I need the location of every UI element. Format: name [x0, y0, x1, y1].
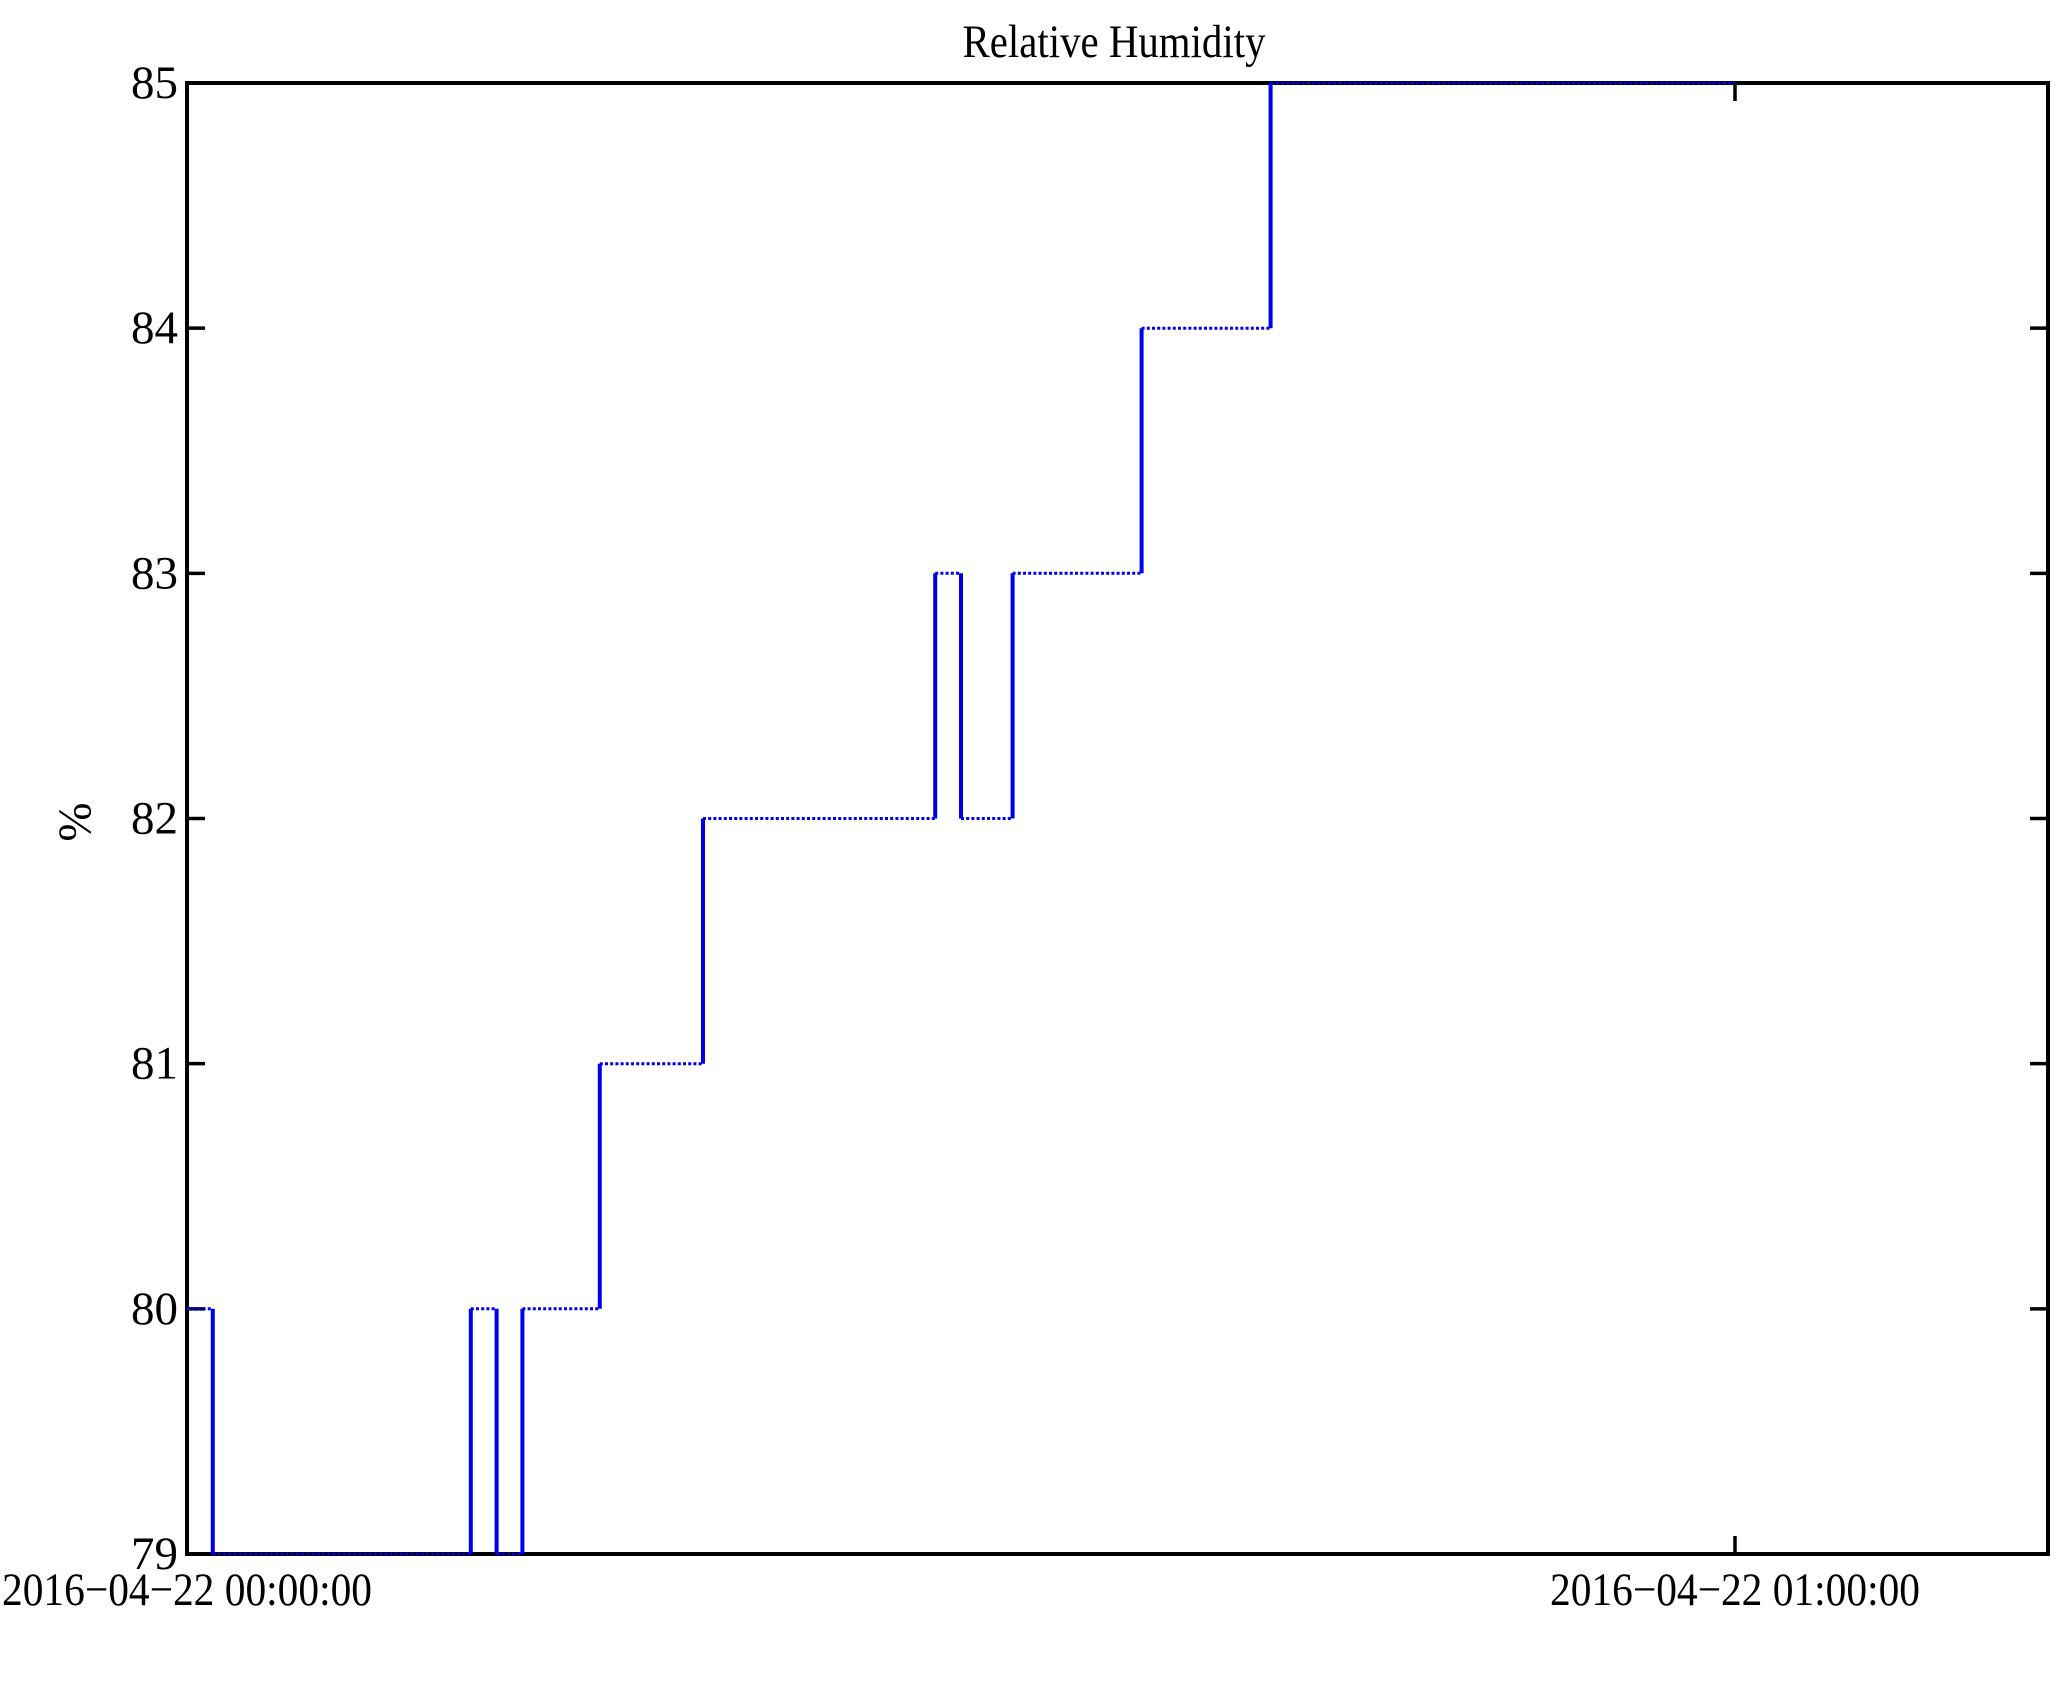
x-tick-label: 2016−04−22 01:00:00 — [1550, 1564, 1920, 1616]
y-tick-label: 83 — [131, 547, 178, 599]
y-tick-label: 84 — [131, 302, 178, 354]
chart-title: Relative Humidity — [963, 16, 1266, 68]
y-tick-label: 85 — [131, 57, 178, 109]
plot-border — [185, 81, 2050, 1556]
y-tick-label: 82 — [131, 793, 178, 845]
y-tick-label: 80 — [131, 1283, 178, 1335]
y-tick-label: 79 — [131, 1528, 178, 1580]
y-axis-label: % — [49, 802, 101, 841]
y-tick-label: 81 — [131, 1038, 178, 1090]
humidity-step-line-vertical — [210, 83, 1273, 1554]
humidity-step-line-horizontal — [187, 81, 1735, 1556]
x-tick-label: 2016−04−22 00:00:00 — [2, 1564, 372, 1616]
